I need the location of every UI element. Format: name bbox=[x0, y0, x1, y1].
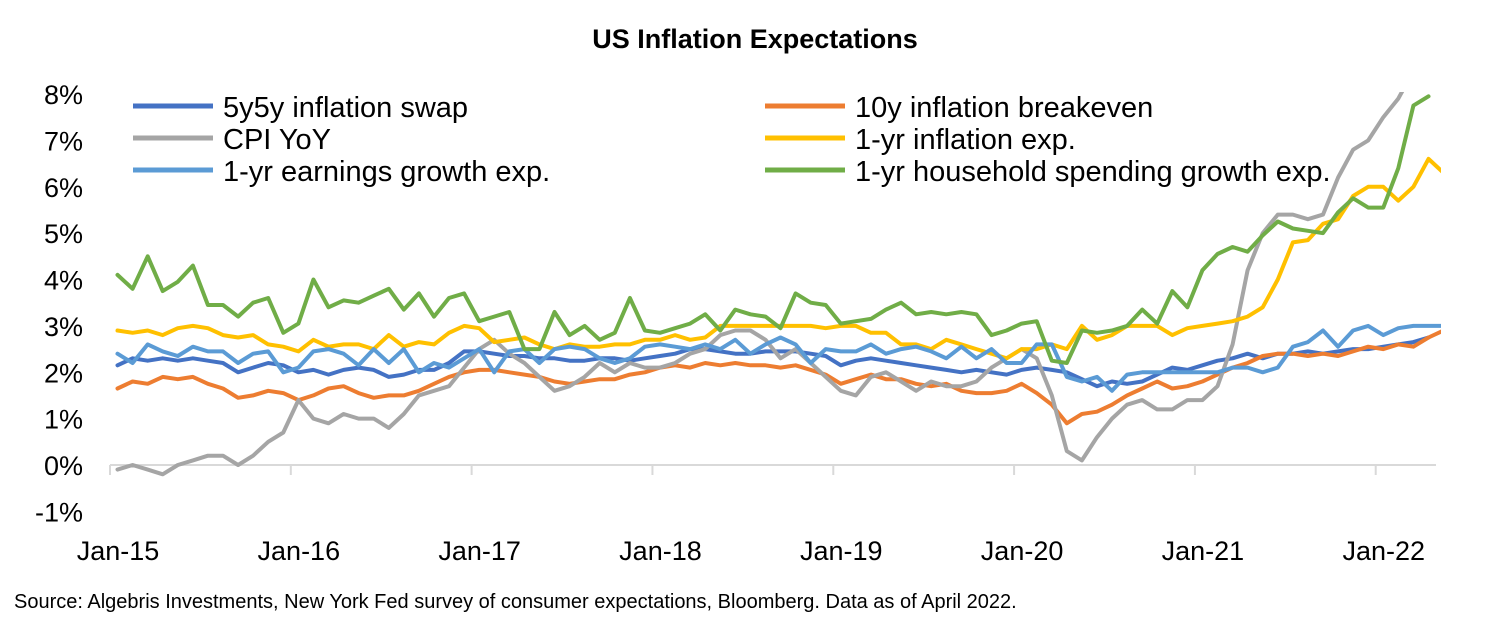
y-tick-label: 3% bbox=[44, 312, 83, 342]
series-line-1-yr-household-spending-growth-exp bbox=[115, 94, 1431, 365]
y-tick-label: 8% bbox=[44, 80, 83, 110]
legend-label-1-yr-inflation-exp: 1-yr inflation exp. bbox=[855, 124, 1076, 156]
x-tick-label: Jan-17 bbox=[438, 536, 521, 566]
x-tick-label: Jan-15 bbox=[77, 536, 160, 566]
legend-label-5y5y-inflation-swap: 5y5y inflation swap bbox=[223, 92, 468, 124]
y-tick-label: 7% bbox=[44, 126, 83, 156]
legend-label-10y-inflation-breakeven: 10y inflation breakeven bbox=[855, 92, 1153, 124]
legend-label-1-yr-household-spending-growth-exp: 1-yr household spending growth exp. bbox=[855, 156, 1331, 188]
x-tick-label: Jan-21 bbox=[1162, 536, 1245, 566]
legend-label-1-yr-earnings-growth-exp: 1-yr earnings growth exp. bbox=[223, 156, 550, 188]
x-tick-label: Jan-19 bbox=[800, 536, 883, 566]
series-line-10y-inflation-breakeven bbox=[115, 329, 1441, 426]
legend: 5y5y inflation swap 10y inflation breakev… bbox=[133, 92, 1331, 188]
y-tick-label: 0% bbox=[44, 451, 83, 481]
y-tick-label: 6% bbox=[44, 173, 83, 203]
x-tick-label: Jan-18 bbox=[619, 536, 702, 566]
x-tick-label: Jan-20 bbox=[981, 536, 1064, 566]
series-line-1-yr-earnings-growth-exp bbox=[115, 323, 1441, 393]
axes: -1% 0% 1% 2% 3% 4% 5% 6% 7% 8% Jan-15 Jan-16 Jan-17 J… bbox=[35, 80, 1436, 566]
x-tick-label: Jan-22 bbox=[1342, 536, 1425, 566]
y-tick-label: 5% bbox=[44, 219, 83, 249]
legend-label-cpi-yoy: CPI YoY bbox=[223, 124, 331, 156]
y-tick-label: 4% bbox=[44, 266, 83, 296]
x-tick-label: Jan-16 bbox=[258, 536, 341, 566]
y-tick-label: -1% bbox=[35, 497, 83, 527]
source-note: Source: Algebris Investments, New York F… bbox=[14, 591, 1017, 613]
series-line-cpi-yoy bbox=[115, 92, 1405, 477]
y-tick-label: 2% bbox=[44, 358, 83, 388]
y-tick-label: 1% bbox=[44, 405, 83, 435]
chart-title: US Inflation Expectations bbox=[592, 24, 918, 54]
series-lines bbox=[115, 92, 1441, 477]
